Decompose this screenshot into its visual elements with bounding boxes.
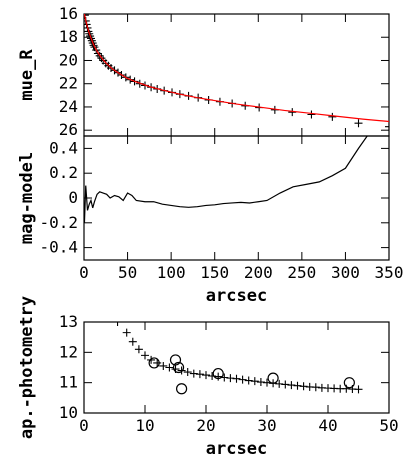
top-plus-point (385, 122, 389, 131)
top-plus-point (328, 112, 337, 121)
bottom-plus-point (256, 378, 265, 387)
bottom-xtick-label: 20 (196, 416, 215, 435)
top-ytick-label: 24 (59, 97, 78, 116)
bottom-plus-point (147, 355, 156, 364)
bottom-ylabel: ap.-photometry (17, 296, 37, 439)
middle-ytick-label: -0.2 (39, 213, 78, 232)
bottom-xtick-label: 10 (135, 416, 154, 435)
bottom-plus-point (281, 380, 290, 389)
middle-xtick-label: 350 (375, 263, 404, 282)
bottom-plus-point (189, 369, 198, 378)
top-ytick-label: 16 (59, 4, 78, 23)
middle-ytick-label: 0.2 (49, 163, 78, 182)
bottom-xtick-label: 50 (379, 416, 398, 435)
bottom-circle-point (343, 377, 355, 389)
bottom-plus-point (159, 361, 168, 370)
bottom-plus-point (275, 379, 284, 388)
middle-xtick-label: 250 (287, 263, 316, 282)
bottom-plus-point (214, 372, 223, 381)
bottom-plus-point (293, 381, 302, 390)
top-data-layer (84, 14, 389, 131)
bottom-plus-point (195, 370, 204, 379)
middle-ytick-label: -0.4 (39, 238, 78, 257)
bottom-plus-point (177, 366, 186, 375)
bottom-ytick-label: 13 (59, 312, 78, 331)
middle-plot-frame (83, 135, 390, 261)
bottom-ytick-label: 10 (59, 403, 78, 422)
bottom-plus-point (122, 328, 131, 337)
middle-xtick-label: 200 (244, 263, 273, 282)
bottom-plus-point (202, 371, 210, 380)
bottom-xtick-label: 30 (257, 416, 276, 435)
bottom-ytick-label: 11 (59, 373, 78, 392)
top-ytick-label: 18 (59, 27, 78, 46)
top-ytick-label: 22 (59, 74, 78, 93)
bottom-plus-point (141, 351, 149, 360)
top-plus-point (307, 110, 316, 119)
bottom-circle-point (267, 372, 279, 384)
bottom-xlabel: arcsec (206, 439, 267, 459)
bottom-circle-point (169, 354, 182, 366)
top-plot-frame (83, 13, 390, 137)
bottom-plus-point (153, 358, 162, 367)
bottom-plus-point (244, 376, 253, 385)
bottom-circle-point (172, 361, 185, 374)
bottom-plus-point (208, 371, 217, 380)
bottom-plus-point (232, 374, 241, 383)
bottom-ytick-label: 12 (59, 342, 78, 361)
middle-series-0-line (84, 136, 368, 223)
bottom-plus-point (263, 378, 271, 387)
bottom-plot-frame (83, 321, 390, 414)
bottom-circle-point (176, 383, 188, 395)
bottom-data-layer (113, 322, 363, 395)
bottom-xtick-label: 40 (318, 416, 337, 435)
bottom-plus-point (134, 345, 143, 354)
top-series-1-line (84, 14, 389, 123)
top-plus-point (354, 119, 363, 128)
bottom-plus-point (250, 377, 259, 386)
bottom-plus-point (299, 382, 308, 391)
bottom-plus-point (128, 337, 137, 346)
middle-xtick-label: 50 (118, 263, 137, 282)
bottom-plus-point (113, 322, 122, 326)
bottom-plus-point (226, 374, 235, 383)
bottom-xtick-label: 0 (79, 416, 89, 435)
bottom-circle-point (148, 357, 160, 369)
bottom-plus-point (238, 375, 247, 384)
middle-data-layer (84, 136, 368, 223)
top-ylabel: mue_R (17, 49, 37, 101)
bottom-circle-point (212, 367, 224, 380)
top-ytick-label: 20 (59, 50, 78, 69)
bottom-plus-point (311, 383, 320, 392)
middle-xtick-label: 150 (200, 263, 229, 282)
middle-xtick-label: 100 (157, 263, 186, 282)
bottom-plus-point (165, 363, 174, 372)
top-ytick-label: 26 (59, 120, 78, 139)
middle-panel-mag-model: 0.40.20-0.2-0.40 50 100 150 200 250 300 350mag-… (17, 135, 404, 306)
bottom-plus-point (354, 385, 363, 394)
bottom-plus-point (287, 381, 296, 390)
middle-ytick-label: 0 (68, 188, 78, 207)
bottom-plus-point (183, 368, 192, 377)
middle-xtick-label: 0 (79, 263, 89, 282)
middle-ytick-label: 0.4 (49, 138, 78, 157)
middle-xtick-label: 300 (331, 263, 360, 282)
middle-xlabel: arcsec (206, 286, 267, 306)
top-panel-mue-r: 16 18 20 22 24 26 mue_R (17, 4, 390, 139)
middle-ylabel: mag-model (17, 152, 37, 244)
